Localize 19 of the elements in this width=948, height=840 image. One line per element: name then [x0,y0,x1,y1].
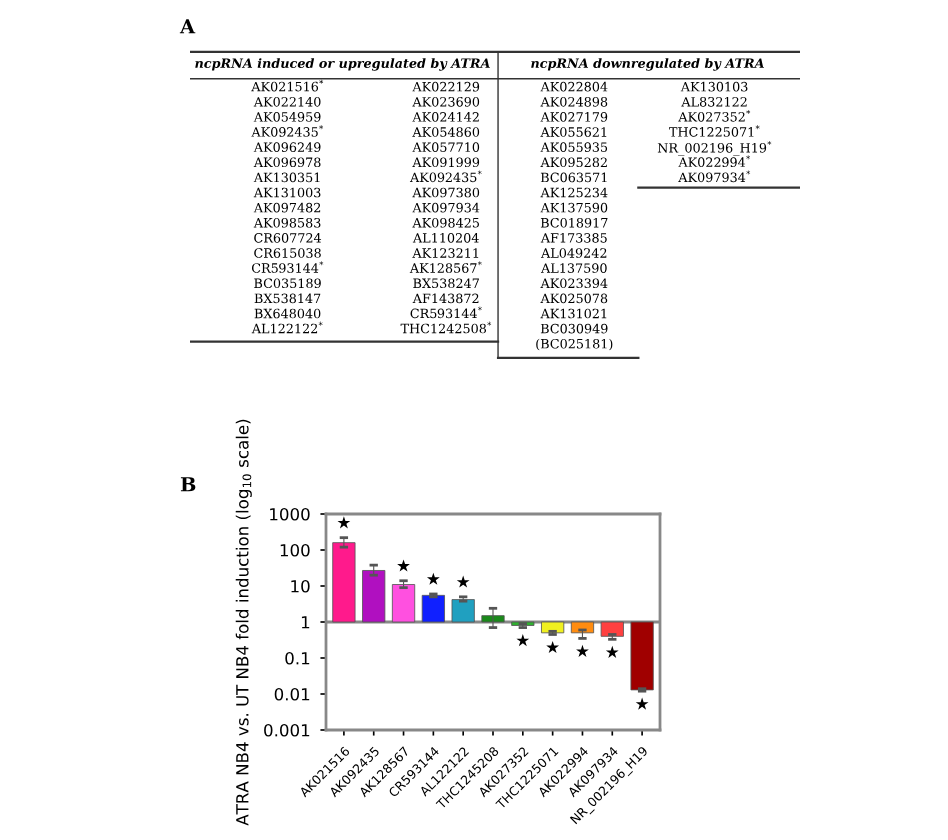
y-tick-label: 0.01 [274,687,310,701]
y-axis-title: ATRA NB4 vs. UT NB4 fold induction (log$_{10}$ scale) [235,419,252,826]
chart-title: B [180,477,196,492]
annotation: ★ [397,559,410,572]
annotation: ★ [576,644,589,657]
annotation: ★ [635,697,649,710]
annotation: ★ [546,640,560,654]
y-tick-label: 10 [291,579,310,593]
annotation: ★ [456,575,470,588]
y-tick-label: 100 [280,543,310,557]
annotation: ★ [605,645,619,658]
y-tick-label: 1 [301,616,310,629]
annotation: ★ [426,572,440,585]
y-tick-label: 0.001 [264,723,310,737]
y-tick-label: 1000 [270,507,310,521]
text: A [179,19,196,34]
y-tick-label: 0.1 [285,651,310,665]
annotation: ★ [337,516,351,529]
annotation: ★ [516,634,530,647]
